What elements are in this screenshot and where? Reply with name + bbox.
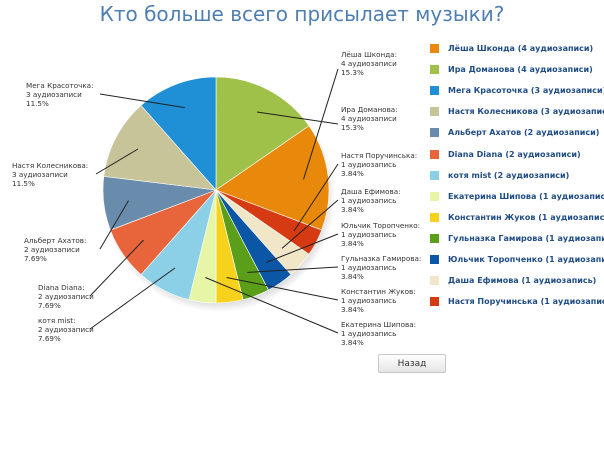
legend-item: Настя Колесникова (3 аудиозаписи): [430, 101, 604, 122]
legend-label: Настя Поручинська (1 аудиозапись): [448, 297, 604, 307]
legend-item: Diana Diana (2 аудиозаписи): [430, 143, 602, 164]
legend-item: Гульназка Гамирова (1 аудиозапись): [430, 228, 604, 249]
leader-line: [265, 233, 339, 263]
slice-label: Мега Красоточка: 3 аудиозаписи 11.5%: [26, 81, 94, 108]
slice-label: Константин Жуков: 1 аудиозапись 3.84%: [341, 287, 416, 314]
legend-label: Юльчик Торопченко (1 аудиозапись): [448, 254, 604, 264]
legend-label: Мега Красоточка (3 аудиозаписи): [448, 86, 604, 96]
legend-label: Настя Колесникова (3 аудиозаписи): [448, 107, 604, 117]
legend-label: Diana Diana (2 аудиозаписи): [448, 149, 581, 159]
slice-label: Екатерина Шипова: 1 аудиозапись 3.84%: [341, 320, 416, 347]
slice-label: Настя Поручинська: 1 аудиозапись 3.84%: [341, 151, 417, 178]
legend-label: Даша Ефимова (1 аудиозапись): [448, 276, 597, 286]
legend-swatch: [430, 128, 439, 138]
pie-slice: [215, 125, 330, 231]
legend-item: котя mist (2 аудиозаписи): [430, 165, 602, 186]
legend-swatch: [430, 44, 439, 54]
pie-chart: Ира Доманова: 4 аудиозаписи 15.3% Лёша Шкон…: [12, 50, 421, 347]
slice-label: Ира Доманова: 4 аудиозаписи 15.3%: [341, 105, 398, 132]
slice-label: Гульназка Гамирова: 1 аудиозапись 3.84%: [341, 254, 421, 281]
legend-label: котя mist (2 аудиозаписи): [448, 170, 570, 180]
leader-line: [247, 266, 339, 273]
slice-label: Лёша Шконда: 4 аудиозаписи 15.3%: [341, 50, 397, 77]
leader-line: [205, 277, 339, 334]
legend-swatch: [430, 65, 439, 75]
pie-slice: [215, 76, 310, 191]
leader-line: [226, 277, 339, 301]
legend-label: Гульназка Гамирова (1 аудиозапись): [448, 233, 604, 243]
leader-line: [281, 199, 339, 249]
legend-label: Ира Доманова (4 аудиозаписи): [448, 65, 593, 75]
slice-label: Юльчик Торопченко: 1 аудиозапись 3.84%: [341, 221, 420, 248]
legend-item: Ира Доманова (4 аудиозаписи): [430, 59, 602, 80]
leader-line: [89, 239, 144, 297]
leader-line: [99, 93, 185, 109]
legend-label: Альберт Ахатов (2 аудиозаписи): [448, 128, 600, 138]
legend-swatch: [430, 86, 439, 96]
legend-swatch: [430, 276, 439, 286]
leader-line: [256, 111, 339, 125]
slice-label: Настя Колесникова: 3 аудиозаписи 11.5%: [12, 161, 88, 188]
slice-label: котя mist: 2 аудиозаписи 7.69%: [38, 316, 94, 343]
legend-swatch: [430, 191, 439, 201]
legend-item: Мега Красоточка (3 аудиозаписи): [430, 80, 604, 101]
slice-label: Альберт Ахатов: 2 аудиозаписи 7.69%: [24, 236, 86, 263]
legend-swatch: [430, 107, 439, 117]
slice-label: Diana Diana: 2 аудиозаписи 7.69%: [38, 283, 94, 310]
legend-swatch: [430, 233, 439, 243]
legend-swatch: [430, 297, 439, 307]
chart-title: Кто больше всего присылает музыки?: [99, 2, 505, 26]
pie-slice: [103, 104, 217, 191]
legend-label: Лёша Шконда (4 аудиозаписи): [448, 44, 594, 54]
legend-item: Лёша Шконда (4 аудиозаписи): [430, 38, 602, 59]
leader-line: [89, 267, 176, 330]
leader-line: [95, 148, 139, 175]
leader-line: [303, 68, 339, 180]
legend-swatch: [430, 149, 439, 159]
legend-item: Даша Ефимова (1 аудиозапись): [430, 270, 602, 291]
leader-line: [293, 163, 339, 232]
legend-item: Альберт Ахатов (2 аудиозаписи): [430, 122, 602, 143]
legend-swatch: [430, 254, 439, 264]
legend-item: Константин Жуков (1 аудиозапись): [430, 207, 604, 228]
legend: Лёша Шконда (4 аудиозаписи) Ира Доманова …: [430, 38, 604, 312]
slice-label: Даша Ефимова: 1 аудиозапись 3.84%: [341, 187, 401, 214]
legend-label: Константин Жуков (1 аудиозапись): [448, 212, 604, 222]
back-button[interactable]: Назад: [378, 354, 446, 373]
pie-slice: [140, 76, 217, 191]
legend-item: Екатерина Шипова (1 аудиозапись): [430, 186, 604, 207]
legend-swatch: [430, 212, 439, 222]
legend-swatch: [430, 170, 439, 180]
legend-item: Юльчик Торопченко (1 аудиозапись): [430, 249, 604, 270]
leader-line: [99, 200, 129, 250]
legend-item: Настя Поручинська (1 аудиозапись): [430, 291, 604, 312]
legend-label: Екатерина Шипова (1 аудиозапись): [448, 191, 604, 201]
